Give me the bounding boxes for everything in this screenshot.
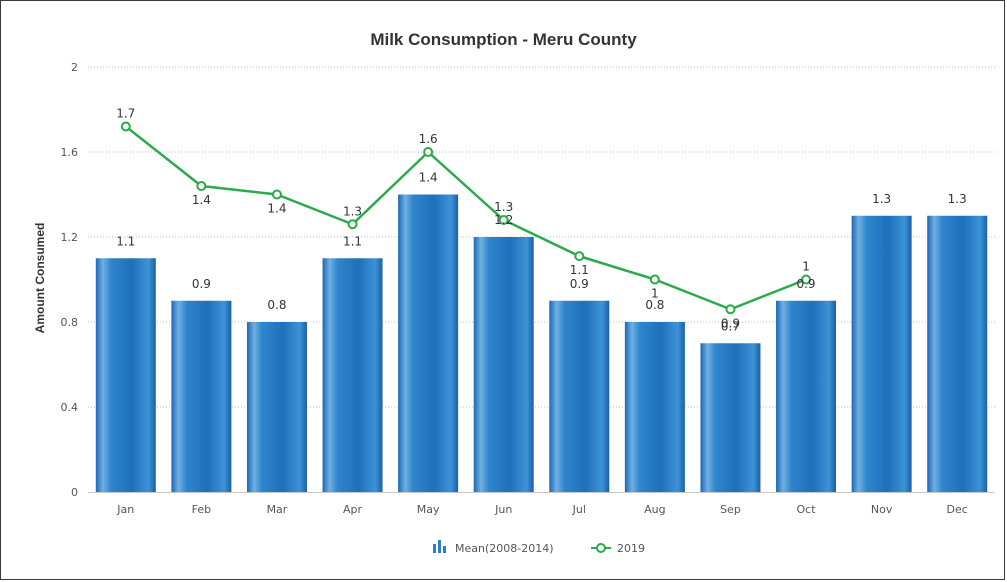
line-point-2019[interactable] xyxy=(347,219,358,230)
legend-label-mean[interactable]: Mean(2008-2014) xyxy=(455,542,554,555)
x-tick-label: Feb xyxy=(192,503,211,516)
bar-mean-aug[interactable] xyxy=(624,322,685,492)
bar-data-label: 0.8 xyxy=(267,298,286,312)
bar-mean-apr[interactable] xyxy=(322,258,383,492)
line-point-2019[interactable] xyxy=(649,274,660,285)
bar-mean-mar[interactable] xyxy=(246,322,307,492)
x-tick-label: Dec xyxy=(947,503,968,516)
x-tick-label: Oct xyxy=(797,503,817,516)
y-tick-label: 2 xyxy=(71,61,78,74)
bar-data-label: 1.2 xyxy=(494,213,513,227)
y-tick-label: 0 xyxy=(71,486,78,499)
line-point-2019[interactable] xyxy=(574,251,585,262)
bar-data-label: 0.9 xyxy=(192,277,211,291)
bar-data-label: 1.1 xyxy=(116,234,135,248)
bar-data-label: 0.8 xyxy=(645,298,664,312)
legend-bar-1 xyxy=(433,544,436,553)
x-tick-label: Apr xyxy=(343,503,363,516)
line-data-label: 1.7 xyxy=(116,107,135,121)
line-point-2019[interactable] xyxy=(271,189,282,200)
y-tick-label: 0.4 xyxy=(61,401,79,414)
line-point-2019[interactable] xyxy=(498,215,509,225)
y-tick-label: 1.6 xyxy=(61,146,79,159)
line-series-2019 xyxy=(125,125,807,311)
x-tick-label: Jul xyxy=(572,503,586,516)
y-tick-label: 1.2 xyxy=(61,231,79,244)
bar-mean-jul[interactable] xyxy=(549,300,610,492)
line-data-label: 1.6 xyxy=(419,132,438,146)
line-data-label: 1.4 xyxy=(192,193,211,207)
line-point-2019[interactable] xyxy=(423,147,434,157)
bar-mean-jun[interactable] xyxy=(473,237,534,492)
bar-data-label: 1.1 xyxy=(343,234,362,248)
bar-mean-jan[interactable] xyxy=(95,258,156,492)
x-tick-label: Jan xyxy=(116,503,134,516)
bar-data-label: 1.3 xyxy=(872,192,891,206)
line-data-label: 1.4 xyxy=(267,202,286,216)
bar-data-label: 1.4 xyxy=(419,171,438,185)
line-point-2019[interactable] xyxy=(196,181,207,191)
x-tick-label: Nov xyxy=(871,503,893,516)
bar-mean-sep[interactable] xyxy=(700,343,761,492)
y-tick-label: 0.8 xyxy=(61,316,79,329)
x-tick-label: Sep xyxy=(720,503,741,516)
legend-label-2019[interactable]: 2019 xyxy=(617,542,645,555)
line-data-label: 1 xyxy=(651,287,659,301)
x-tick-label: Mar xyxy=(267,503,288,516)
bar-data-label: 0.9 xyxy=(570,277,589,291)
bar-data-label: 1.3 xyxy=(948,192,967,206)
legend-bar-2 xyxy=(438,540,441,553)
x-tick-label: May xyxy=(417,503,440,516)
line-data-label: 1.1 xyxy=(570,263,589,277)
line-point-2019[interactable] xyxy=(120,121,131,132)
bar-mean-oct[interactable] xyxy=(776,300,837,492)
line-data-label: 1.3 xyxy=(494,200,513,214)
line-point-2019[interactable] xyxy=(725,304,736,315)
x-tick-label: Jun xyxy=(494,503,512,516)
line-data-label: 1.3 xyxy=(343,204,362,218)
bar-mean-dec[interactable] xyxy=(927,215,988,492)
bar-data-label: 0.7 xyxy=(721,319,740,333)
chart-title: Milk Consumption - Meru County xyxy=(370,30,637,49)
legend-bar-3 xyxy=(443,546,446,553)
bar-mean-nov[interactable] xyxy=(851,215,912,492)
bar-mean-may[interactable] xyxy=(398,194,459,493)
legend-marker-2019 xyxy=(596,543,606,553)
bar-mean-feb[interactable] xyxy=(171,300,232,492)
line-data-label: 1 xyxy=(802,260,810,274)
bar-chart-icon[interactable] xyxy=(433,540,446,553)
line-point-2019[interactable] xyxy=(801,274,812,285)
bar-data-label: 0.9 xyxy=(796,277,815,291)
x-tick-label: Aug xyxy=(644,503,665,516)
line-data-label: 0.9 xyxy=(721,316,740,330)
